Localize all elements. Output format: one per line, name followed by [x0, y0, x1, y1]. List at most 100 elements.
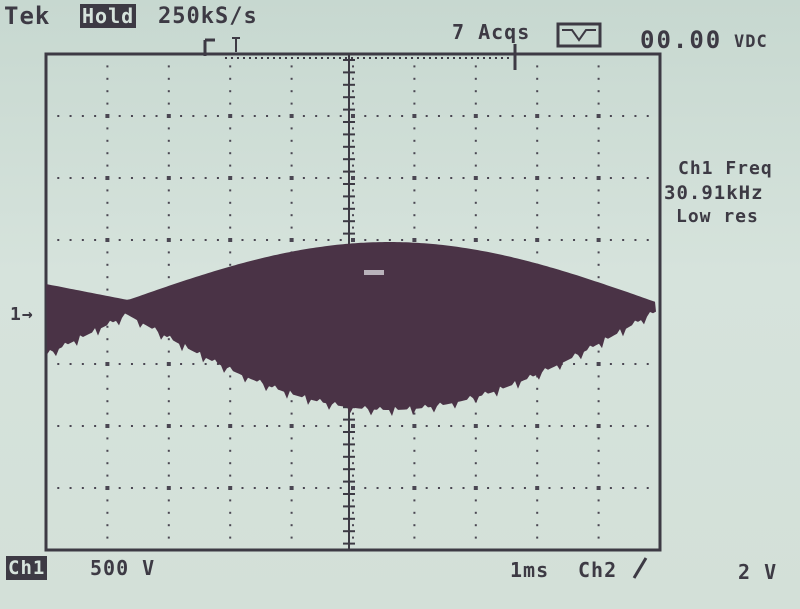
grid-dot: [106, 65, 109, 68]
grid-dot: [180, 239, 183, 241]
grid-dot: [118, 425, 121, 427]
grid-dot: [474, 536, 477, 539]
channel-1-ground-marker[interactable]: 1→: [10, 304, 34, 325]
grid-cross: [535, 114, 540, 118]
trigger-window-bracket[interactable]: [203, 37, 517, 70]
grid-dot: [118, 177, 121, 179]
grid-dot: [290, 449, 293, 452]
grid-dot: [597, 536, 600, 539]
grid-dot: [229, 139, 232, 142]
grid-dot: [81, 425, 84, 427]
grid-dot: [229, 449, 232, 452]
grid-dot: [106, 462, 109, 465]
grid-dot: [352, 511, 354, 514]
trigger-level: 2 V: [738, 560, 778, 584]
grid-dot: [536, 412, 539, 415]
grid-dot: [474, 102, 477, 105]
grid-cross: [596, 424, 601, 428]
grid-dot: [352, 139, 354, 142]
grid-dot: [425, 425, 428, 427]
grid-dot: [167, 400, 170, 403]
grid-dot: [352, 474, 354, 477]
grid-dot: [130, 115, 133, 117]
grid-dot: [106, 201, 109, 204]
grid-dot: [474, 65, 477, 68]
grid-dot: [597, 127, 600, 130]
grid-dot: [450, 115, 453, 117]
peak-detect-icon[interactable]: [556, 22, 602, 50]
grid-dot: [474, 139, 477, 142]
grid-dot: [290, 499, 293, 502]
grid-dot: [352, 189, 354, 192]
grid-dot: [352, 77, 354, 80]
channel-1-badge[interactable]: Ch1: [6, 556, 48, 580]
grid-dot: [69, 487, 72, 489]
grid-dot: [143, 115, 146, 117]
grid-dot: [511, 177, 514, 179]
grid-dot: [450, 425, 453, 427]
grid-dot: [609, 115, 612, 117]
grid-dot: [290, 524, 293, 527]
grid-dot: [536, 201, 539, 204]
grid-cross: [166, 114, 171, 118]
grid-dot: [167, 350, 170, 353]
grid-dot: [167, 338, 170, 341]
grid-dot: [364, 487, 367, 489]
rising-edge-icon[interactable]: [632, 557, 648, 579]
grid-dot: [167, 474, 170, 477]
grid-dot: [216, 487, 219, 489]
grid-cross: [535, 424, 540, 428]
grid-dot: [536, 449, 539, 452]
grid-dot: [585, 115, 588, 117]
grid-dot: [204, 425, 207, 427]
grid-dot: [167, 449, 170, 452]
grid-dot: [57, 115, 60, 117]
grid-dot: [290, 437, 293, 440]
grid-dot: [266, 425, 269, 427]
grid-dot: [241, 177, 244, 179]
grid-dot: [290, 127, 293, 130]
grid-dot: [413, 536, 416, 539]
grid-dot: [278, 115, 281, 117]
grid-dot: [106, 499, 109, 502]
dmm-readout-unit: VDC: [734, 32, 768, 52]
hold-badge[interactable]: Hold: [80, 4, 137, 28]
grid-cross: [535, 486, 540, 490]
grid-cross: [473, 486, 478, 490]
grid-cross: [228, 114, 233, 118]
grid-dot: [229, 152, 232, 155]
grid-dot: [352, 462, 354, 465]
grid-dot: [487, 425, 490, 427]
grid-dot: [634, 425, 637, 427]
grid-dot: [57, 239, 60, 241]
grid-dot: [204, 363, 207, 365]
grid-dot: [425, 239, 428, 241]
grid-dot: [241, 239, 244, 241]
grid-dot: [167, 214, 170, 217]
grid-dot: [597, 226, 600, 229]
grid-dot: [597, 462, 600, 465]
grid-dot: [352, 201, 354, 204]
grid-dot: [130, 239, 133, 241]
grid-dot: [216, 363, 219, 365]
grid-dot: [437, 239, 440, 241]
grid-cross: [473, 176, 478, 180]
grid-dot: [229, 251, 232, 254]
grid-dot: [229, 263, 232, 266]
grid-dot: [548, 425, 551, 427]
grid-dot: [106, 325, 109, 328]
measurement-value: 30.91kHz: [664, 182, 764, 204]
grid-dot: [315, 425, 318, 427]
grid-dot: [401, 425, 404, 427]
grid-cross: [228, 424, 233, 428]
grid-dot: [536, 499, 539, 502]
grid-dot: [143, 177, 146, 179]
grid-dot: [388, 115, 391, 117]
grid-dot: [339, 115, 342, 117]
grid-dot: [290, 189, 293, 192]
grid-dot: [536, 400, 539, 403]
graticule-frame: [44, 52, 662, 552]
grid-dot: [634, 115, 637, 117]
grid-dot: [81, 239, 84, 241]
grid-dot: [229, 375, 232, 378]
